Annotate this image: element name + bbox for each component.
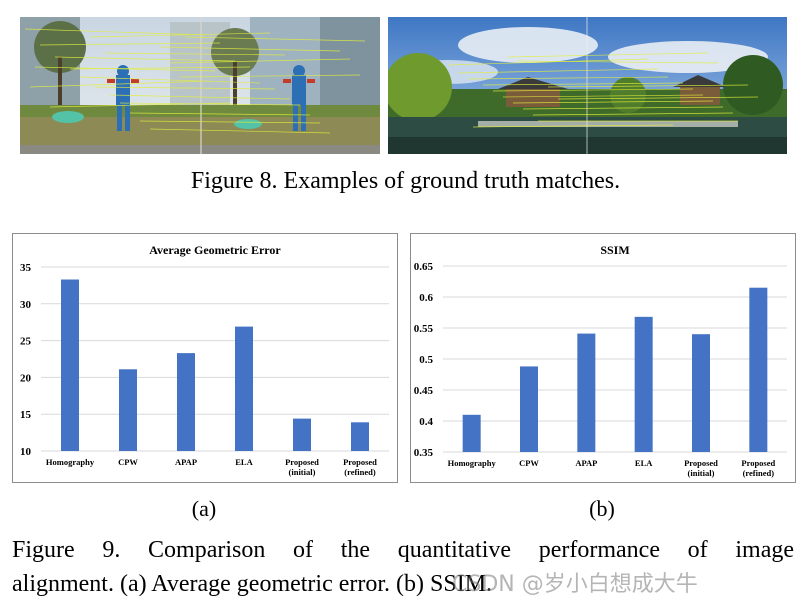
figure-8-caption: Figure 8. Examples of ground truth match… [190,168,621,194]
chart-average-geometric-error: Average Geometric Error 10 15 20 25 30 35 Homog… [12,233,398,483]
x-tick-label: Homography [448,458,497,468]
figure-9-caption-line1: Figure 9. Comparison of the quantitative… [12,537,794,563]
ground-truth-photo-robot [20,17,380,154]
bar [119,369,137,451]
y-tick-label: 25 [20,336,32,348]
y-tick-label: 0.55 [414,323,434,335]
x-tick-label: CPW [519,458,539,468]
x-tick-label: (refined) [344,467,376,477]
bar [749,287,768,452]
x-tick-label: Homography [46,457,95,467]
bar [692,334,710,452]
subfigure-label-b: (b) [589,496,615,521]
ground-truth-photo-pavilion [388,17,787,154]
chart-title: SSIM [600,243,629,257]
chart-a-svg: Average Geometric Error 10 15 20 25 30 35 Homog… [20,243,389,477]
x-tick-label: Proposed [285,457,319,467]
y-tick-label: 10 [20,446,32,458]
y-tick-label: 0.65 [414,261,434,273]
watermark: CSDN @岁小白想成大牛 [452,572,698,597]
x-tick-label: Proposed [741,458,775,468]
bar [235,326,253,451]
y-tick-label: 0.6 [419,292,433,304]
subfigure-label-a: (a) [191,496,217,521]
y-tick-label: 0.5 [419,354,433,366]
y-tick-label: 0.35 [414,447,434,459]
chart-title: Average Geometric Error [149,243,281,257]
bar [177,353,195,451]
x-tick-label: ELA [635,458,653,468]
x-tick-label: (initial) [289,467,316,477]
y-tick-label: 0.45 [414,385,434,397]
bar [520,366,538,452]
bar [462,414,481,452]
bar [61,279,79,451]
bar [351,422,369,451]
figure-9-caption-line2: alignment. (a) Average geometric error. … [12,571,493,597]
x-tick-label: APAP [575,458,597,468]
chart-ssim: SSIM 0.35 0.4 0.45 0.5 0.55 0.6 0.65 Homography C… [410,233,796,483]
x-tick-label: APAP [175,457,197,467]
bar [577,333,596,452]
x-tick-label: (initial) [688,468,715,478]
x-tick-label: ELA [235,457,253,467]
x-tick-label: Proposed [343,457,377,467]
bar [293,418,311,451]
y-tick-label: 0.4 [419,416,433,428]
y-tick-label: 30 [20,299,32,311]
y-tick-label: 20 [20,372,32,384]
x-tick-label: (refined) [743,468,775,478]
x-tick-label: Proposed [684,458,718,468]
bar [634,316,653,452]
y-tick-label: 15 [20,409,32,421]
chart-b-svg: SSIM 0.35 0.4 0.45 0.5 0.55 0.6 0.65 Homography C… [414,243,787,478]
x-tick-label: CPW [118,457,138,467]
y-tick-label: 35 [20,262,32,274]
figure-9-caption: Figure 9. Comparison of the quantitative… [12,533,794,601]
